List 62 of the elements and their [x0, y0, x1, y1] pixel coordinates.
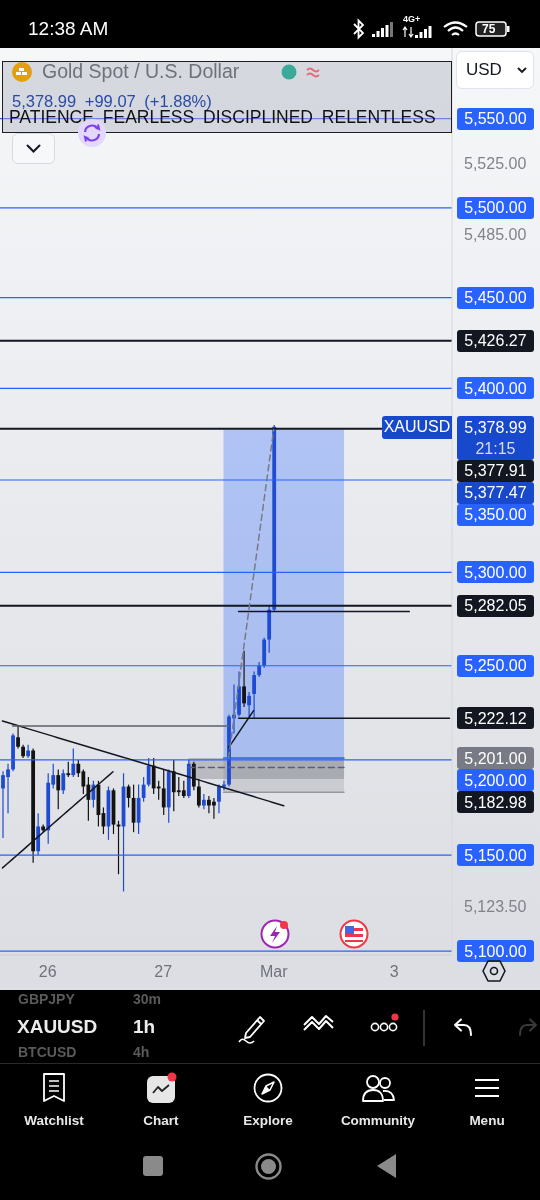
ref-line-label: 5,377.91: [464, 461, 527, 482]
text: 5,201.00: [464, 748, 527, 769]
text: 4G+: [403, 14, 421, 25]
candlestick: [146, 757, 151, 788]
candlestick: [161, 768, 166, 816]
text: Menu: [469, 1113, 505, 1129]
ref-line-label: 5,500.00: [464, 198, 527, 219]
candlestick: [56, 768, 61, 810]
candlestick: [247, 691, 251, 718]
text: 5,182.98: [464, 792, 527, 813]
text: GBPJPY: [18, 991, 75, 1008]
text: Explore: [243, 1113, 293, 1129]
text: 30m: [133, 991, 162, 1008]
annotation: XAUUSD: [383, 418, 451, 437]
candlestick: [222, 780, 226, 791]
ref-line-label: 5,450.00: [464, 288, 527, 309]
text: XAUUSD: [17, 1016, 98, 1038]
text: 1h: [133, 1016, 156, 1038]
text: Community: [340, 1113, 416, 1129]
line-series: [1, 720, 285, 807]
y-tick-label: 5,485.00: [464, 226, 527, 244]
ref-line-label: 5,350.00: [464, 505, 527, 526]
x-tick-label: 3: [389, 963, 399, 980]
candlestick: [252, 670, 257, 720]
text: 75: [482, 22, 496, 37]
ref-line-label: 5,550.00: [464, 109, 527, 130]
ref-line-label: 5,400.00: [464, 378, 527, 399]
candlestick: [141, 776, 146, 803]
text: 12:38 AM: [28, 18, 109, 40]
y-tick-label: 5,525.00: [464, 154, 527, 172]
candlestick: [217, 784, 221, 814]
ref-line-label: 5,300.00: [464, 562, 527, 583]
text: 5,377.47: [464, 483, 527, 504]
text: 4h: [133, 1044, 150, 1061]
candlestick: [242, 650, 246, 708]
ref-line-label: 5,200.00: [464, 770, 527, 791]
text: Chart: [143, 1113, 179, 1129]
candlestick: [16, 725, 20, 750]
candlestick: [196, 778, 201, 809]
text: 5,378.99: [464, 417, 527, 438]
ref-line-label: 5,250.00: [464, 656, 527, 677]
candlestick: [71, 748, 76, 778]
candlestick: [201, 793, 206, 810]
text: BTCUSD: [18, 1044, 77, 1061]
line-series: [1, 770, 114, 869]
text: Gold Spot / U.S. Dollar: [42, 60, 240, 83]
y-tick-label: 5,123.50: [464, 897, 527, 915]
ref-line-label: 5,100.00: [464, 941, 527, 962]
text: Watchlist: [24, 1113, 84, 1129]
line-series: [227, 428, 275, 759]
text: 5,222.12: [464, 708, 527, 729]
text: USD: [466, 60, 502, 80]
x-tick-label: 27: [154, 963, 173, 980]
text: 21:15: [475, 438, 516, 459]
candlestick: [61, 768, 66, 795]
ref-line-label: 5,150.00: [464, 845, 527, 866]
x-tick-label: Mar: [259, 963, 289, 980]
x-tick-label: 26: [38, 963, 57, 980]
candlestick: [26, 744, 31, 759]
text: 5,378.99 +99.07 (+1.88%): [12, 92, 212, 110]
ref-line-label: 5,282.05: [464, 596, 527, 617]
ref-line-label: 5,426.27: [464, 331, 527, 352]
